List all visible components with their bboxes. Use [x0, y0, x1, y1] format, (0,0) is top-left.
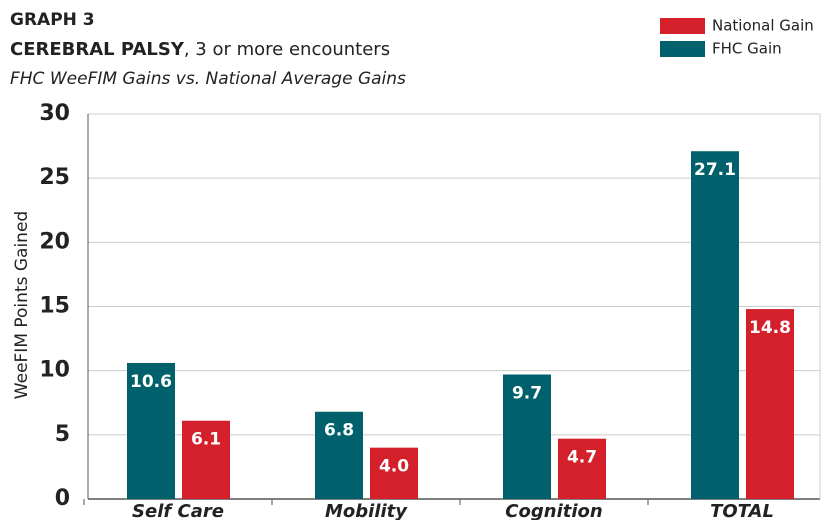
bar	[182, 420, 230, 499]
data-label: 14.8	[749, 318, 791, 338]
data-label: 4.7	[567, 448, 597, 468]
x-tick-label: Cognition	[505, 501, 602, 520]
bar	[315, 411, 363, 499]
bar	[503, 374, 551, 499]
bar	[691, 151, 739, 499]
data-label: 9.7	[512, 384, 542, 404]
y-tick-label: 0	[55, 486, 70, 511]
title-bold: CEREBRAL PALSY	[10, 39, 185, 60]
y-tick-label: 15	[39, 294, 70, 319]
x-tick-label: Self Care	[132, 501, 224, 520]
data-label: 4.0	[379, 457, 409, 477]
x-tick-label: TOTAL	[710, 501, 774, 520]
legend-label: National Gain	[712, 17, 814, 35]
y-tick-label: 10	[39, 358, 70, 383]
y-tick-label: 25	[39, 165, 70, 190]
bar	[370, 447, 418, 499]
data-label: 10.6	[130, 372, 172, 392]
data-label: 27.1	[694, 160, 736, 180]
legend-swatch	[660, 41, 705, 57]
bar	[746, 309, 794, 499]
graph-label: GRAPH 3	[10, 10, 95, 30]
title-rest: , 3 or more encounters	[184, 39, 390, 60]
y-axis-label: WeeFIM Points Gained	[12, 211, 32, 399]
chart-subtitle: FHC WeeFIM Gains vs. National Average Ga…	[10, 69, 406, 89]
bar	[558, 438, 606, 499]
legend-swatch	[660, 18, 705, 34]
data-label: 6.1	[191, 430, 221, 450]
y-tick-label: 5	[55, 422, 70, 447]
chart-title: CEREBRAL PALSY, 3 or more encounters	[10, 39, 390, 60]
bar	[127, 362, 175, 499]
x-tick-label: Mobility	[325, 501, 408, 520]
data-label: 6.8	[324, 421, 354, 441]
y-tick-label: 30	[39, 101, 70, 126]
y-tick-label: 20	[39, 229, 70, 254]
legend-label: FHC Gain	[712, 40, 782, 58]
